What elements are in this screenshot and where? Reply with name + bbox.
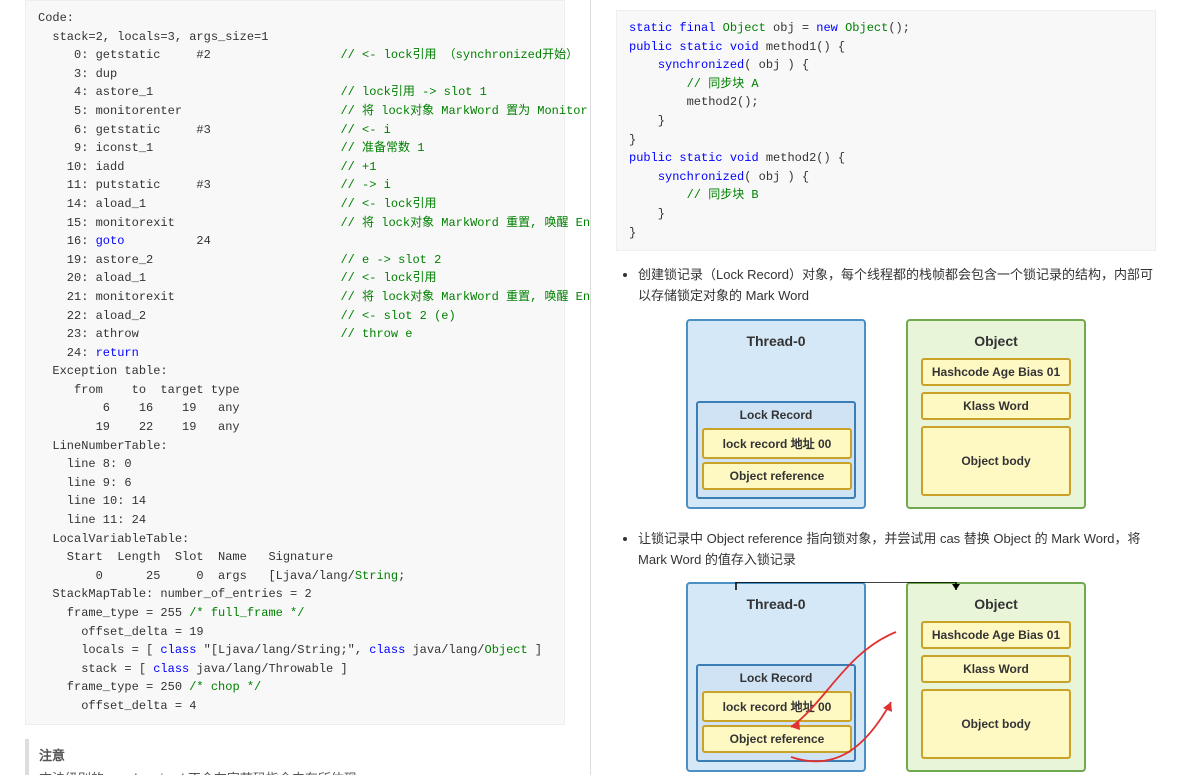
thread-title: Thread-0	[746, 329, 805, 355]
object-title: Object	[974, 329, 1018, 355]
klass-pill: Klass Word	[921, 392, 1071, 420]
thread-box-2: Thread-0 Lock Record lock record 地址 00 O…	[686, 582, 866, 772]
bullet-list-1: 创建锁记录（Lock Record）对象，每个线程都的栈帧都会包含一个锁记录的结…	[616, 265, 1156, 307]
klass-pill-2: Klass Word	[921, 655, 1071, 683]
thread-box: Thread-0 Lock Record lock record 地址 00 O…	[686, 319, 866, 509]
object-box: Object Hashcode Age Bias 01 Klass Word O…	[906, 319, 1086, 509]
object-box-2: Object Hashcode Age Bias 01 Klass Word O…	[906, 582, 1086, 772]
left-column: Code: stack=2, locals=3, args_size=1 0: …	[0, 0, 591, 775]
lock-record-group-2: Lock Record lock record 地址 00 Object ref…	[696, 664, 856, 762]
hash-bias-pill-2: Hashcode Age Bias 01	[921, 621, 1071, 649]
object-title-2: Object	[974, 592, 1018, 618]
right-column: static final Object obj = new Object(); …	[591, 0, 1181, 775]
lock-addr-pill: lock record 地址 00	[702, 428, 852, 459]
obj-ref-pill: Object reference	[702, 462, 852, 490]
note-title: 注意	[39, 745, 555, 764]
bytecode-block: Code: stack=2, locals=3, args_size=1 0: …	[25, 0, 565, 725]
note-body: 方法级别的 synchronized 不会在字节码指令中有所体现	[39, 768, 555, 775]
lock-record-group: Lock Record lock record 地址 00 Object ref…	[696, 401, 856, 499]
diagram-1: Thread-0 Lock Record lock record 地址 00 O…	[616, 319, 1156, 509]
lock-record-title: Lock Record	[702, 407, 850, 425]
thread-title-2: Thread-0	[746, 592, 805, 618]
note-block: 注意 方法级别的 synchronized 不会在字节码指令中有所体现	[25, 739, 565, 775]
lock-record-title-2: Lock Record	[702, 670, 850, 688]
diagram-2: Thread-0 Lock Record lock record 地址 00 O…	[616, 582, 1156, 772]
hash-bias-pill: Hashcode Age Bias 01	[921, 358, 1071, 386]
bullet-list-2: 让锁记录中 Object reference 指向锁对象，并尝试用 cas 替换…	[616, 529, 1156, 571]
obj-body-pill-2: Object body	[921, 689, 1071, 759]
obj-ref-pill-2: Object reference	[702, 725, 852, 753]
java-code-block: static final Object obj = new Object(); …	[616, 10, 1156, 251]
obj-body-pill: Object body	[921, 426, 1071, 496]
bullet-create-lock-record: 创建锁记录（Lock Record）对象，每个线程都的栈帧都会包含一个锁记录的结…	[638, 265, 1156, 307]
bullet-cas: 让锁记录中 Object reference 指向锁对象，并尝试用 cas 替换…	[638, 529, 1156, 571]
lock-addr-pill-2: lock record 地址 00	[702, 691, 852, 722]
